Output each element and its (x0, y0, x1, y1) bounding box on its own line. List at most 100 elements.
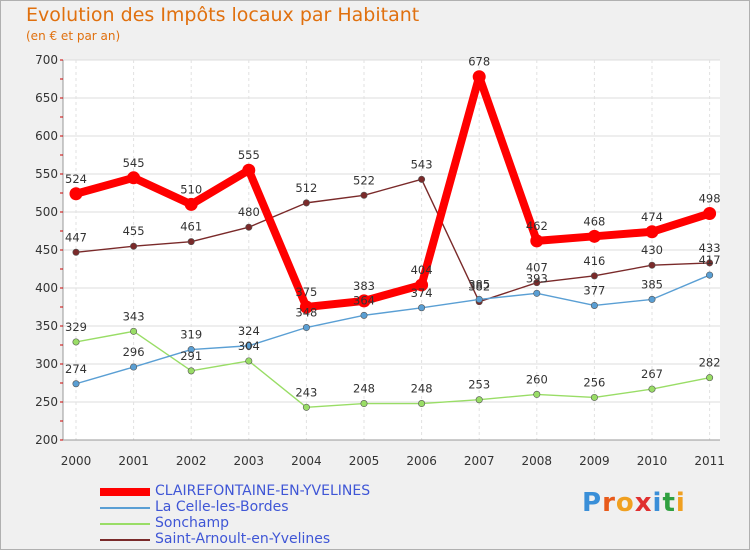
legend-item: CLAIREFONTAINE-EN-YVELINES (100, 483, 440, 500)
y-tick-label: 400 (35, 281, 58, 295)
logo-letter: t (662, 488, 676, 518)
data-point (533, 390, 541, 398)
data-point (590, 393, 598, 401)
data-label: 512 (295, 181, 317, 195)
x-tick-label: 2007 (464, 454, 495, 468)
data-label: 455 (123, 224, 145, 238)
logo-letter: i (652, 488, 663, 518)
data-label: 375 (295, 285, 317, 299)
data-point (72, 338, 80, 346)
data-point (187, 367, 195, 375)
x-tick-label: 2002 (176, 454, 207, 468)
data-point (187, 346, 195, 354)
data-point (127, 171, 141, 185)
data-label: 430 (641, 243, 663, 257)
legend-label: CLAIREFONTAINE-EN-YVELINES (155, 483, 371, 499)
data-label: 468 (583, 214, 605, 228)
data-label: 461 (180, 220, 202, 234)
data-point (472, 70, 486, 84)
data-point (475, 295, 483, 303)
y-tick-label: 450 (35, 243, 58, 257)
y-tick-label: 650 (35, 91, 58, 105)
data-label: 385 (468, 277, 490, 291)
data-label: 267 (641, 367, 663, 381)
data-point (72, 248, 80, 256)
y-tick-label: 500 (35, 205, 58, 219)
legend-swatch (100, 488, 150, 496)
data-point (184, 197, 198, 211)
data-label: 447 (65, 230, 87, 244)
data-label: 474 (641, 210, 663, 224)
data-point (706, 374, 714, 382)
data-point (533, 279, 541, 287)
logo-letter: i (675, 488, 686, 518)
data-point (475, 396, 483, 404)
logo-letter: x (634, 488, 653, 518)
data-label: 524 (65, 172, 87, 186)
legend-swatch (100, 507, 150, 509)
data-label: 462 (526, 219, 548, 233)
data-point (590, 301, 598, 309)
data-point (130, 363, 138, 371)
y-tick-label: 250 (35, 395, 58, 409)
data-label: 480 (238, 205, 260, 219)
data-point (245, 223, 253, 231)
data-point (72, 380, 80, 388)
series-line-0 (72, 72, 714, 311)
data-label: 678 (468, 55, 490, 69)
data-label: 243 (295, 385, 317, 399)
data-point (706, 259, 714, 267)
logo-letter: P (582, 488, 603, 518)
data-point (415, 278, 429, 292)
data-point (648, 261, 656, 269)
data-label: 385 (641, 277, 663, 291)
series-line-2 (75, 330, 711, 409)
chart-subtitle: (en € et par an) (26, 29, 121, 43)
data-label: 253 (468, 378, 490, 392)
data-point (69, 187, 83, 201)
series-line-3 (75, 178, 711, 303)
legend-item: Saint-Arnoult-en-Yvelines (100, 531, 440, 548)
data-label: 382 (468, 280, 490, 294)
legend-swatch (100, 523, 150, 525)
data-label: 416 (583, 254, 605, 268)
data-point (302, 324, 310, 332)
data-point (645, 225, 659, 239)
data-label: 522 (353, 173, 375, 187)
y-tick-label: 600 (35, 129, 58, 143)
legend-item: La Celle-les-Bordes (100, 499, 440, 516)
data-point (130, 327, 138, 335)
x-tick-label: 2009 (579, 454, 610, 468)
x-tick-label: 2005 (349, 454, 380, 468)
y-tick-label: 550 (35, 167, 58, 181)
y-tick-label: 300 (35, 357, 58, 371)
data-point (530, 234, 544, 248)
data-label: 260 (526, 372, 548, 386)
data-label: 329 (65, 320, 87, 334)
data-point (245, 357, 253, 365)
data-point (130, 242, 138, 250)
data-label: 282 (699, 356, 721, 370)
data-point (245, 342, 253, 350)
data-point (360, 191, 368, 199)
data-label: 248 (411, 382, 433, 396)
data-label: 545 (123, 156, 145, 170)
data-label: 343 (123, 309, 145, 323)
data-point (590, 272, 598, 280)
data-label: 407 (526, 261, 548, 275)
y-tick-label: 350 (35, 319, 58, 333)
data-point (706, 271, 714, 279)
data-label: 248 (353, 382, 375, 396)
data-point (648, 385, 656, 393)
y-tick-label: 700 (35, 53, 58, 67)
data-label: 498 (699, 192, 721, 206)
data-label: 377 (583, 283, 605, 297)
x-tick-label: 2010 (637, 454, 668, 468)
data-label: 555 (238, 148, 260, 162)
data-point (299, 300, 313, 314)
data-point (360, 400, 368, 408)
data-label: 274 (65, 362, 87, 376)
x-tick-label: 2004 (291, 454, 322, 468)
data-point (418, 175, 426, 183)
data-point (302, 199, 310, 207)
